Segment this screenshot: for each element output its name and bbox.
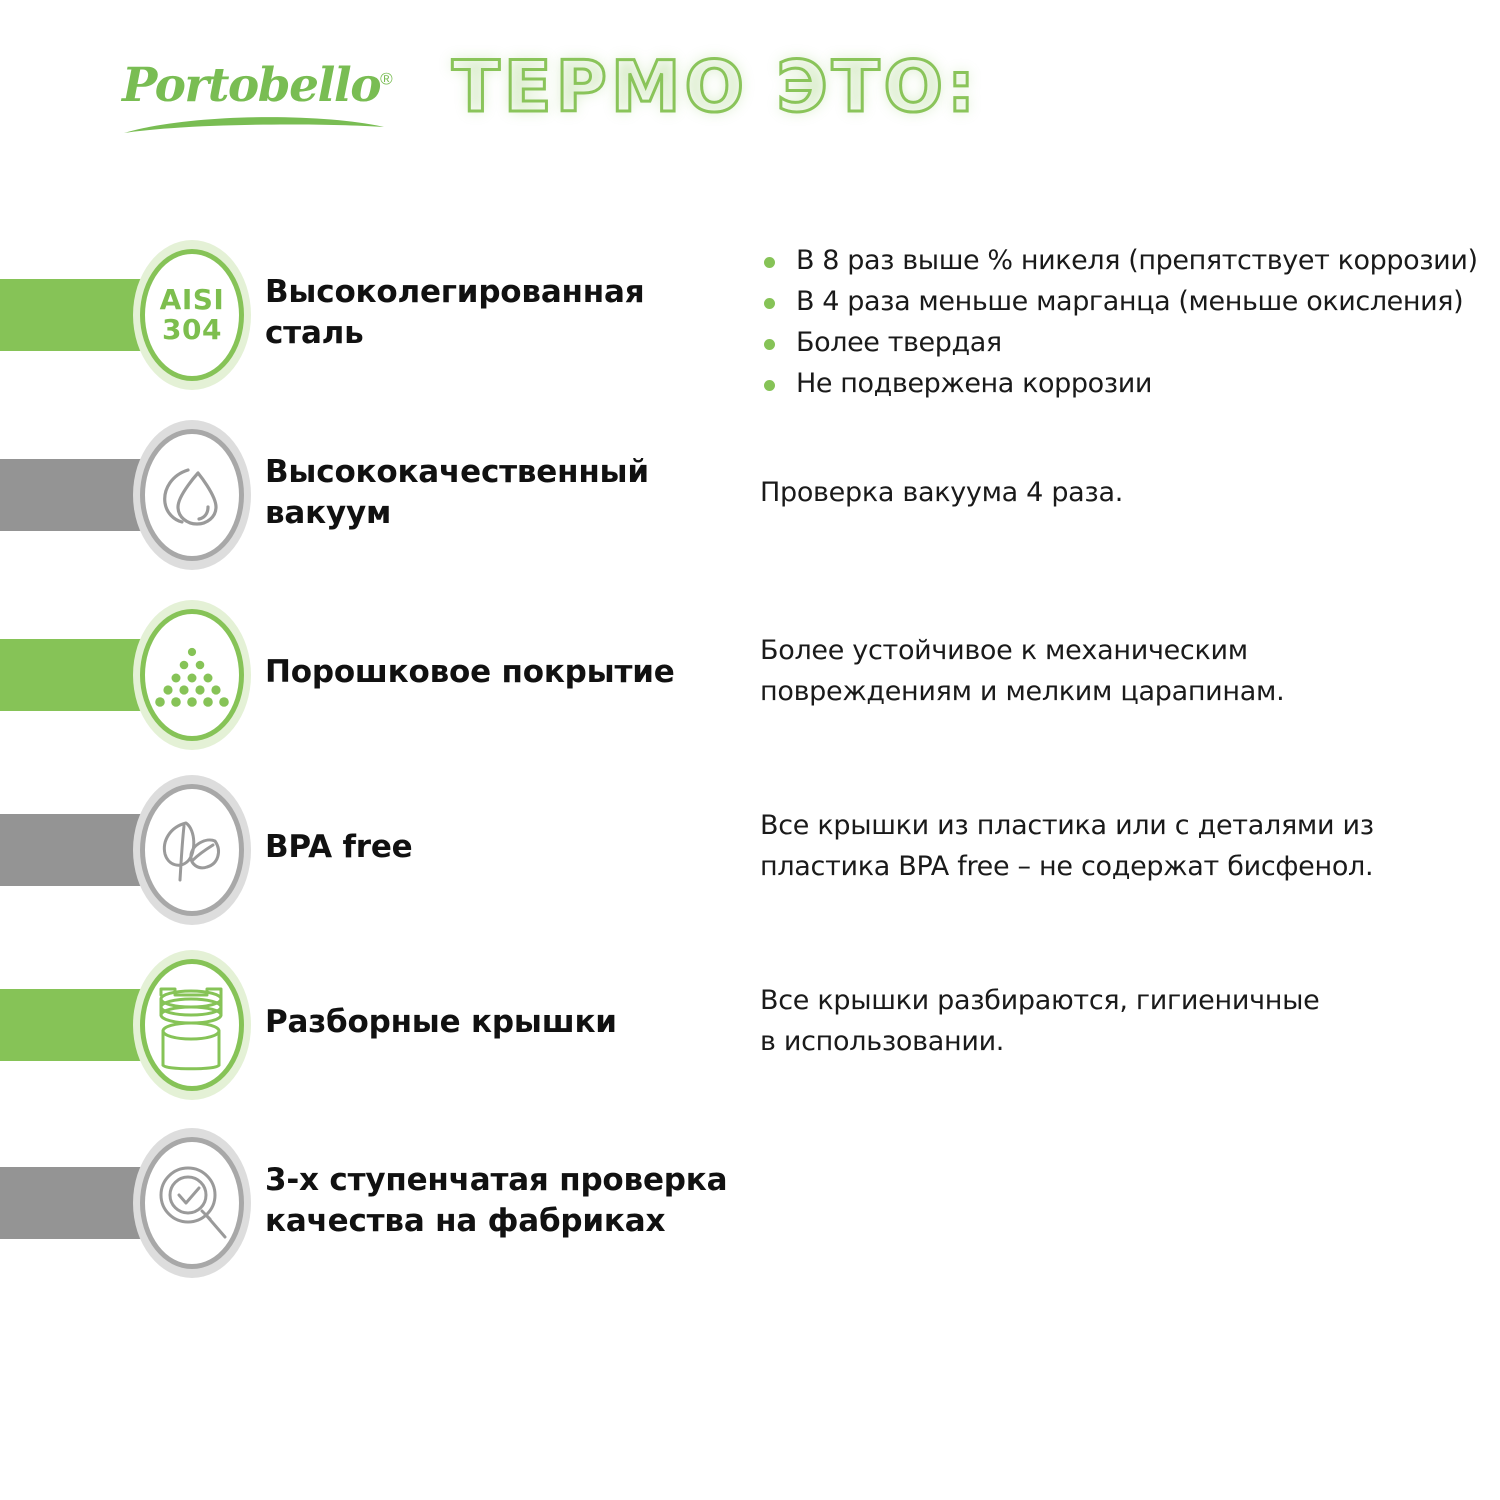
badge-glyph: AISI 304 — [140, 249, 244, 381]
feature-description: Более устойчивое к механическим поврежде… — [760, 635, 1285, 707]
feature-row-powder-coating: Порошковое покрытие Более устойчивое к м… — [0, 590, 1500, 760]
feature-row-bpa-free: BPA free Все крышки из пластика или с де… — [0, 765, 1500, 935]
feature-description: Все крышки из пластика или с деталями из… — [760, 810, 1374, 882]
brand-logo-swoosh-icon — [124, 117, 384, 133]
powder-dots-glyph-icon — [155, 647, 229, 707]
feature-title: Разборные крышки — [265, 1004, 617, 1040]
water-drop-glyph-icon — [163, 468, 218, 526]
page-header: Portobello® ТЕРМО ЭТО: — [0, 46, 1500, 162]
list-item: В 4 раза меньше марганца (меньше окислен… — [760, 281, 1478, 322]
feature-row-vacuum: Высококачественный вакуум Проверка вакуу… — [0, 410, 1500, 580]
feature-title: BPA free — [265, 829, 413, 865]
magnifier-check-glyph-icon — [159, 1166, 227, 1239]
badge-glyph — [140, 609, 244, 741]
registered-trademark-icon: ® — [380, 69, 393, 89]
list-item: Более твердая — [760, 322, 1478, 363]
badge-ring — [140, 784, 244, 916]
lid-parts-icon — [133, 950, 251, 1100]
badge-glyph — [140, 1137, 244, 1269]
badge-glyph — [140, 429, 244, 561]
lid-parts-glyph-icon — [159, 987, 223, 1071]
feature-title: Высоколегированная сталь — [265, 274, 645, 351]
feature-row-lids: Разборные крышки Все крышки разбираются,… — [0, 940, 1500, 1110]
aisi-304-badge-icon: AISI 304 — [133, 240, 251, 390]
feature-description: Проверка вакуума 4 раза. — [760, 477, 1124, 508]
badge-ring — [140, 1137, 244, 1269]
water-drop-icon — [133, 420, 251, 570]
powder-dots-icon — [133, 600, 251, 750]
brand-logo-wordmark: Portobello — [122, 58, 382, 113]
feature-row-quality-check: 3-х ступенчатая проверка качества на фаб… — [0, 1118, 1500, 1288]
feature-row-steel: AISI 304 Высоколегированная сталь В 8 ра… — [0, 230, 1500, 400]
feature-title: Высококачественный вакуум — [265, 454, 649, 531]
page-title: ТЕРМО ЭТО: — [450, 46, 980, 128]
list-item: Не подвержена коррозии — [760, 363, 1478, 404]
aisi-grade: 304 — [162, 313, 222, 346]
aisi-label: AISI — [159, 283, 225, 316]
leaves-glyph-icon — [162, 821, 220, 882]
badge-glyph — [140, 959, 244, 1091]
brand-logo-text: Portobello® — [122, 62, 402, 109]
feature-bullet-list: В 8 раз выше % никеля (препятствует корр… — [760, 240, 1478, 404]
badge-glyph — [140, 784, 244, 916]
list-item: В 8 раз выше % никеля (препятствует корр… — [760, 240, 1478, 281]
brand-logo: Portobello® — [122, 62, 402, 162]
badge-ring — [140, 249, 244, 381]
feature-description: Все крышки разбираются, гигиеничные в ис… — [760, 985, 1320, 1057]
badge-ring — [140, 429, 244, 561]
feature-title: 3-х ступенчатая проверка качества на фаб… — [265, 1162, 728, 1239]
feature-title: Порошковое покрытие — [265, 654, 675, 690]
leaves-icon — [133, 775, 251, 925]
magnifier-check-icon — [133, 1128, 251, 1278]
